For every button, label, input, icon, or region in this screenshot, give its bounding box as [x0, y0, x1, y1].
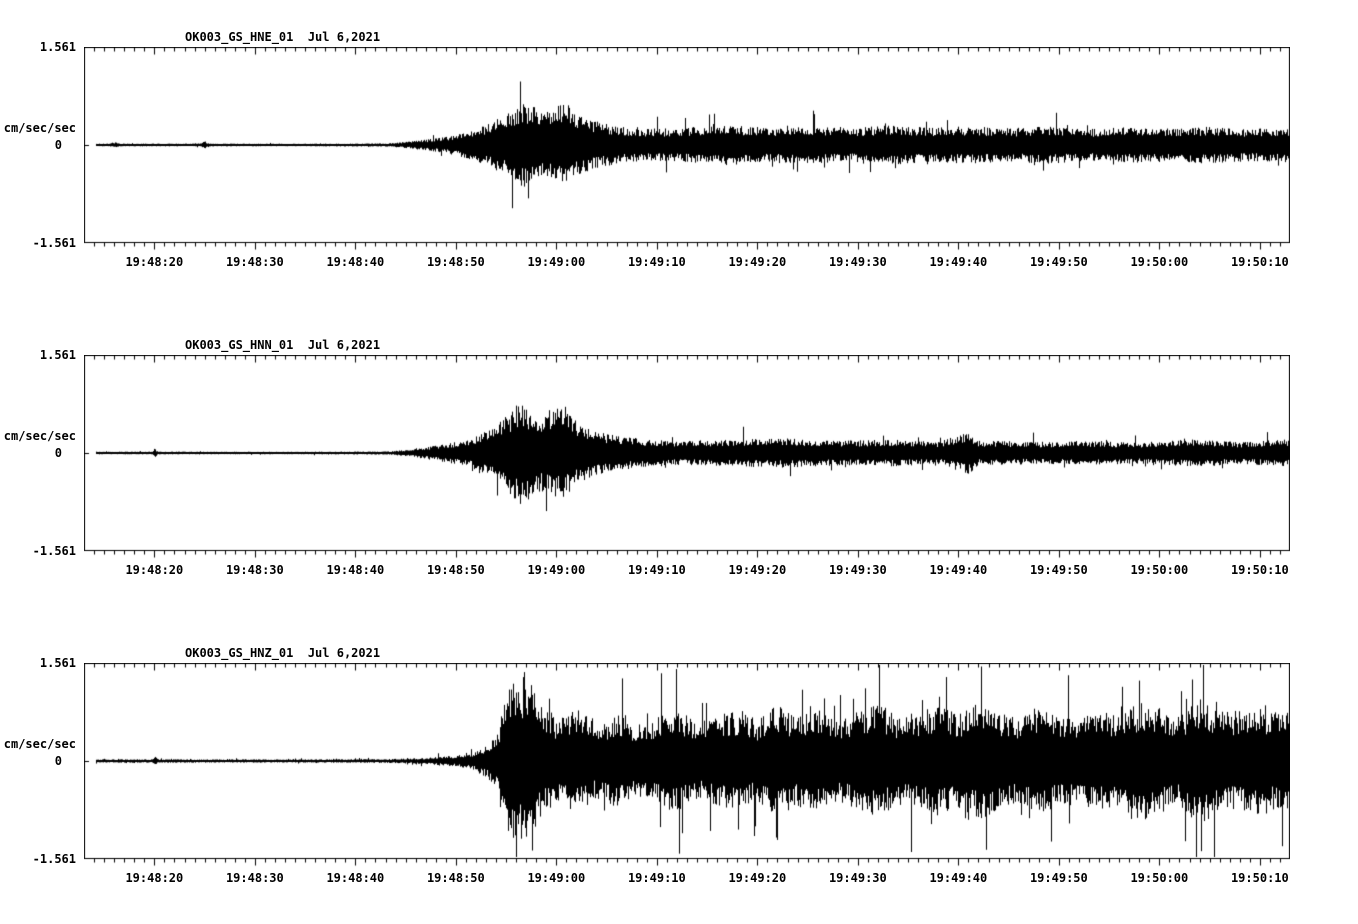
y-axis-max-label: 1.561	[39, 348, 76, 362]
panel-title-hne: OK003_GS_HNE_01 Jul 6,2021	[185, 30, 381, 44]
x-axis-tick-labels: 19:48:20 19:48:30 19:48:40 19:48:50 19:49:00…	[84, 871, 1290, 887]
y-axis-min-label: -1.561	[32, 236, 76, 250]
seismogram-panel-hnn: OK003_GS_HNN_01 Jul 6,2021 1.561 cm/sec/…	[0, 338, 1358, 638]
x-tick-label: 19:50:00	[1130, 563, 1189, 577]
x-tick-label: 19:48:40	[326, 871, 385, 885]
y-axis-unit-label: cm/sec/sec	[3, 737, 76, 751]
y-axis-zero-label: 0	[54, 138, 62, 152]
x-tick-label: 19:48:30	[225, 871, 284, 885]
y-axis-max-label: 1.561	[39, 656, 76, 670]
x-tick-label: 19:48:30	[225, 563, 284, 577]
x-tick-label: 19:49:50	[1029, 563, 1088, 577]
x-tick-label: 19:49:00	[527, 871, 586, 885]
x-tick-label: 19:50:10	[1230, 871, 1289, 885]
x-tick-label: 19:50:00	[1130, 871, 1189, 885]
y-axis-unit-label: cm/sec/sec	[3, 429, 76, 443]
x-tick-label: 19:49:30	[828, 563, 887, 577]
x-tick-label: 19:49:00	[527, 255, 586, 269]
panel-title-hnz: OK003_GS_HNZ_01 Jul 6,2021	[185, 646, 381, 660]
x-tick-label: 19:49:20	[728, 871, 787, 885]
x-tick-label: 19:49:50	[1029, 871, 1088, 885]
panel-title-hnn: OK003_GS_HNN_01 Jul 6,2021	[185, 338, 381, 352]
x-tick-label: 19:48:40	[326, 563, 385, 577]
x-tick-label: 19:48:20	[125, 255, 184, 269]
x-tick-label: 19:49:50	[1029, 255, 1088, 269]
x-tick-label: 19:48:50	[426, 255, 485, 269]
x-tick-label: 19:49:00	[527, 563, 586, 577]
waveform-canvas-hne	[84, 47, 1290, 251]
x-tick-label: 19:49:10	[627, 255, 686, 269]
x-tick-label: 19:49:30	[828, 255, 887, 269]
x-tick-label: 19:49:20	[728, 563, 787, 577]
y-axis-max-label: 1.561	[39, 40, 76, 54]
x-tick-label: 19:50:10	[1230, 563, 1289, 577]
y-axis-unit-label: cm/sec/sec	[3, 121, 76, 135]
waveform-canvas-hnn	[84, 355, 1290, 559]
x-tick-label: 19:49:10	[627, 871, 686, 885]
x-tick-label: 19:49:30	[828, 871, 887, 885]
y-axis-min-label: -1.561	[32, 544, 76, 558]
x-tick-label: 19:49:40	[929, 255, 988, 269]
x-tick-label: 19:50:00	[1130, 255, 1189, 269]
y-axis-min-label: -1.561	[32, 852, 76, 866]
y-axis-zero-label: 0	[54, 754, 62, 768]
x-tick-label: 19:48:20	[125, 563, 184, 577]
x-tick-label: 19:48:20	[125, 871, 184, 885]
x-axis-tick-labels: 19:48:20 19:48:30 19:48:40 19:48:50 19:49:00…	[84, 255, 1290, 271]
seismogram-panel-hne: OK003_GS_HNE_01 Jul 6,2021 1.561 cm/sec/…	[0, 30, 1358, 330]
x-tick-label: 19:49:40	[929, 563, 988, 577]
y-axis-zero-label: 0	[54, 446, 62, 460]
x-tick-label: 19:48:50	[426, 871, 485, 885]
x-tick-label: 19:48:50	[426, 563, 485, 577]
x-tick-label: 19:50:10	[1230, 255, 1289, 269]
x-tick-label: 19:49:10	[627, 563, 686, 577]
seismogram-panel-hnz: OK003_GS_HNZ_01 Jul 6,2021 1.561 cm/sec/…	[0, 646, 1358, 924]
x-tick-label: 19:48:30	[225, 255, 284, 269]
x-axis-tick-labels: 19:48:20 19:48:30 19:48:40 19:48:50 19:49:00…	[84, 563, 1290, 579]
x-tick-label: 19:49:20	[728, 255, 787, 269]
x-tick-label: 19:48:40	[326, 255, 385, 269]
waveform-canvas-hnz	[84, 663, 1290, 867]
x-tick-label: 19:49:40	[929, 871, 988, 885]
